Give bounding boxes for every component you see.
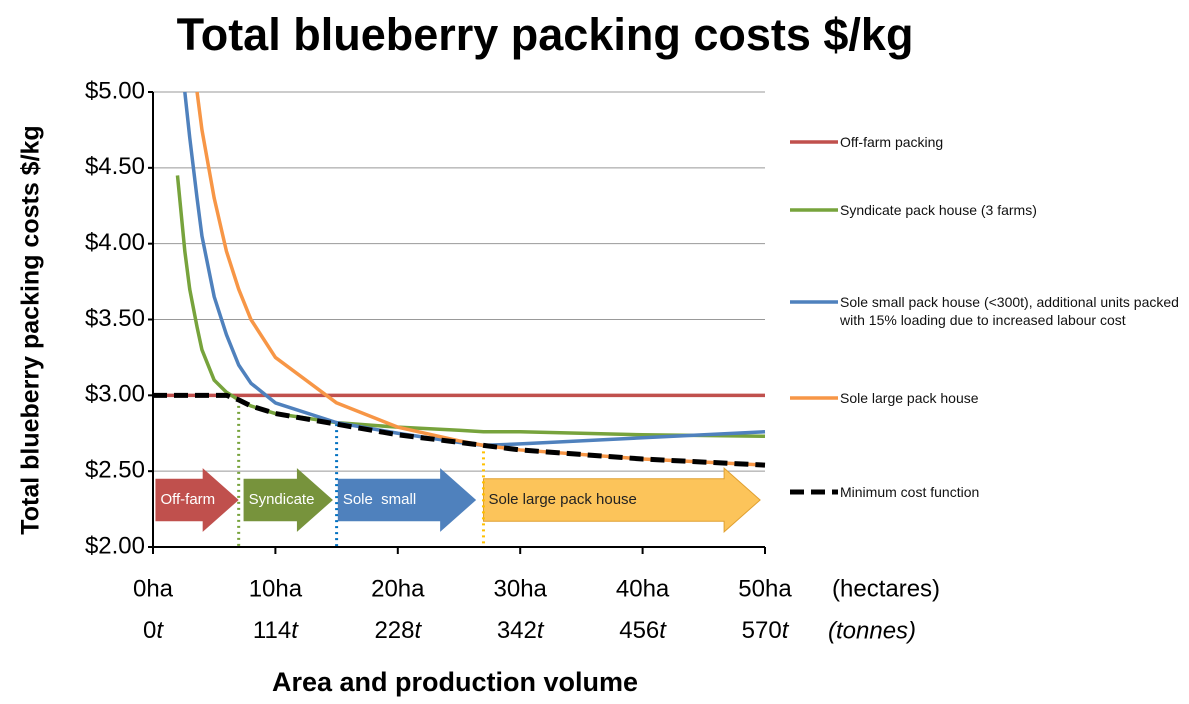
y-axis-title: Total blueberry packing costs $/kg (17, 125, 45, 534)
y-tick-label: $2.50 (85, 457, 145, 484)
x-tonnes-label: 0t (143, 617, 164, 644)
legend-label: Sole small pack house (<300t), additiona… (840, 294, 1179, 328)
x-tonnes-label: 114t (253, 617, 299, 644)
region-label: Off-farm (160, 491, 215, 508)
tonnes-number: 570 (742, 617, 782, 644)
x-tonnes-label: 570t (742, 617, 790, 644)
y-tick-label: $5.00 (85, 77, 145, 104)
tonnes-unit: t (537, 617, 545, 644)
tonnes-number: 114 (253, 617, 291, 644)
tonnes-unit: t (414, 617, 422, 644)
region-arrow (482, 467, 761, 533)
legend-label: Sole large pack house (840, 390, 979, 406)
x-unit2-label: (tonnes) (828, 617, 916, 644)
y-tick-label: $2.00 (85, 532, 145, 559)
y-tick-label: $4.50 (85, 153, 145, 180)
x-tick-label: 20ha (371, 575, 425, 602)
legend-label: Off-farm packing (840, 134, 944, 150)
region-arrow (243, 468, 333, 532)
y-tick-label: $3.50 (85, 305, 145, 332)
region-label: Sole small (343, 491, 416, 508)
legend-label: Syndicate pack house (3 farms) (840, 202, 1037, 218)
region-label: Syndicate (249, 491, 315, 508)
chart-title: Total blueberry packing costs $/kg (177, 9, 914, 60)
region-arrow (337, 468, 477, 532)
x-unit-label: (hectares) (832, 575, 940, 602)
x-axis-title: Area and production volume (272, 667, 638, 697)
x-tick-label: 0ha (133, 575, 174, 602)
x-tonnes-label: 456t (619, 617, 667, 644)
series-line (153, 392, 766, 468)
tonnes-number: 342 (497, 617, 537, 644)
x-tonnes-label: 342t (497, 617, 545, 644)
series-line (175, 175, 766, 439)
tonnes-number: 0 (143, 617, 156, 644)
tonnes-unit: t (782, 617, 790, 644)
tonnes-number: 456 (619, 617, 659, 644)
y-tick-label: $3.00 (85, 381, 145, 408)
x-tick-label: 10ha (249, 575, 303, 602)
tonnes-number: 228 (374, 617, 414, 644)
x-tick-label: 30ha (494, 575, 548, 602)
tonnes-unit: t (291, 617, 299, 644)
y-tick-label: $4.00 (85, 229, 145, 256)
region-arrow (155, 468, 239, 532)
tonnes-unit: t (156, 617, 164, 644)
x-tick-label: 50ha (738, 575, 792, 602)
series-line (183, 91, 766, 448)
tonnes-unit: t (659, 617, 667, 644)
series-line (195, 91, 766, 467)
region-label: Sole large pack house (488, 491, 636, 508)
x-tonnes-label: 228t (374, 617, 422, 644)
x-tick-label: 40ha (616, 575, 670, 602)
legend-label: Minimum cost function (840, 484, 980, 500)
